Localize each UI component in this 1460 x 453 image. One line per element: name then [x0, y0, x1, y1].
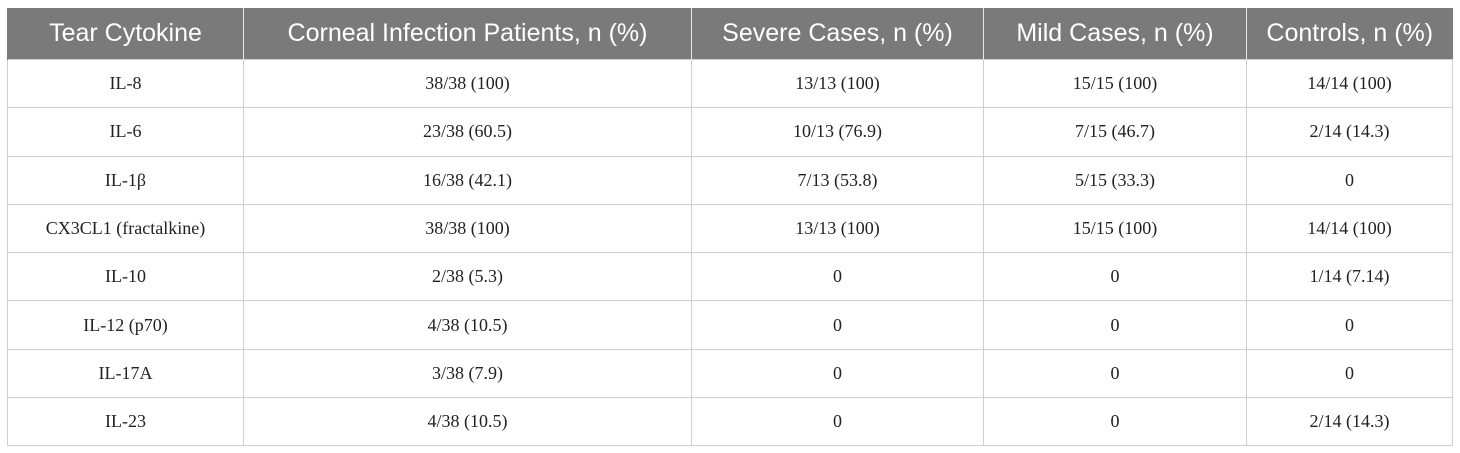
table-row: IL-8 38/38 (100) 13/13 (100) 15/15 (100)… — [7, 58, 1453, 109]
cell-severe: 0 — [691, 397, 984, 447]
cell-severe: 10/13 (76.9) — [691, 107, 984, 157]
header-corneal-infection-patients: Corneal Infection Patients, n (%) — [243, 8, 692, 60]
table-row: IL-1β 16/38 (42.1) 7/13 (53.8) 5/15 (33.… — [7, 155, 1453, 205]
header-row: Tear Cytokine Corneal Infection Patients… — [7, 8, 1453, 60]
cytokine-table: Tear Cytokine Corneal Infection Patients… — [7, 8, 1453, 447]
cell-corneal-infection: 4/38 (10.5) — [243, 397, 692, 447]
cell-mild: 15/15 (100) — [983, 58, 1247, 109]
cell-severe: 0 — [691, 300, 984, 350]
cell-mild: 0 — [983, 348, 1247, 399]
table-header: Tear Cytokine Corneal Infection Patients… — [7, 8, 1453, 60]
table-row: IL-10 2/38 (5.3) 0 0 1/14 (7.14) — [7, 252, 1453, 302]
cell-corneal-infection: 38/38 (100) — [243, 58, 692, 109]
cell-severe: 0 — [691, 348, 984, 399]
cell-cytokine: IL-17A — [7, 348, 244, 399]
cell-severe: 13/13 (100) — [691, 203, 984, 254]
table-row: IL-6 23/38 (60.5) 10/13 (76.9) 7/15 (46.… — [7, 107, 1453, 157]
cell-controls: 1/14 (7.14) — [1246, 252, 1453, 302]
table-body: IL-8 38/38 (100) 13/13 (100) 15/15 (100)… — [7, 58, 1453, 447]
cell-cytokine: IL-23 — [7, 397, 244, 447]
header-controls: Controls, n (%) — [1246, 8, 1453, 60]
cell-corneal-infection: 3/38 (7.9) — [243, 348, 692, 399]
cell-severe: 7/13 (53.8) — [691, 155, 984, 205]
cell-severe: 13/13 (100) — [691, 58, 984, 109]
cell-corneal-infection: 16/38 (42.1) — [243, 155, 692, 205]
table-row: IL-23 4/38 (10.5) 0 0 2/14 (14.3) — [7, 397, 1453, 447]
table-row: IL-17A 3/38 (7.9) 0 0 0 — [7, 348, 1453, 399]
cell-mild: 15/15 (100) — [983, 203, 1247, 254]
header-tear-cytokine: Tear Cytokine — [7, 8, 244, 60]
cell-controls: 2/14 (14.3) — [1246, 107, 1453, 157]
table-row: CX3CL1 (fractalkine) 38/38 (100) 13/13 (… — [7, 203, 1453, 254]
cell-corneal-infection: 23/38 (60.5) — [243, 107, 692, 157]
cell-cytokine: IL-1β — [7, 155, 244, 205]
cell-mild: 0 — [983, 300, 1247, 350]
cell-cytokine: IL-8 — [7, 58, 244, 109]
header-mild-cases: Mild Cases, n (%) — [983, 8, 1247, 60]
cell-mild: 7/15 (46.7) — [983, 107, 1247, 157]
cell-controls: 0 — [1246, 348, 1453, 399]
cell-cytokine: IL-12 (p70) — [7, 300, 244, 350]
cytokine-table-container: Tear Cytokine Corneal Infection Patients… — [7, 8, 1453, 447]
cell-mild: 0 — [983, 397, 1247, 447]
cell-controls: 14/14 (100) — [1246, 58, 1453, 109]
cell-corneal-infection: 2/38 (5.3) — [243, 252, 692, 302]
cell-controls: 2/14 (14.3) — [1246, 397, 1453, 447]
cell-severe: 0 — [691, 252, 984, 302]
cell-cytokine: IL-6 — [7, 107, 244, 157]
table-row: IL-12 (p70) 4/38 (10.5) 0 0 0 — [7, 300, 1453, 350]
cell-controls: 14/14 (100) — [1246, 203, 1453, 254]
cell-cytokine: CX3CL1 (fractalkine) — [7, 203, 244, 254]
cell-corneal-infection: 4/38 (10.5) — [243, 300, 692, 350]
header-severe-cases: Severe Cases, n (%) — [691, 8, 984, 60]
cell-mild: 5/15 (33.3) — [983, 155, 1247, 205]
cell-mild: 0 — [983, 252, 1247, 302]
cell-cytokine: IL-10 — [7, 252, 244, 302]
cell-corneal-infection: 38/38 (100) — [243, 203, 692, 254]
cell-controls: 0 — [1246, 300, 1453, 350]
cell-controls: 0 — [1246, 155, 1453, 205]
